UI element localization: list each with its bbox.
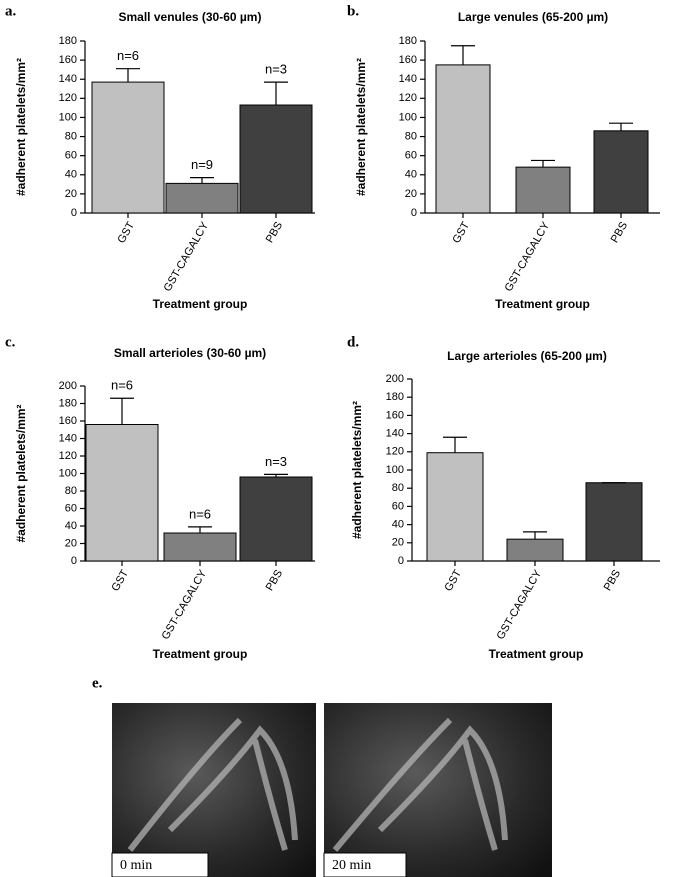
x-axis-label: Treatment group [153, 297, 248, 311]
annotation: n=6 [189, 506, 211, 521]
y-tick-label: 160 [386, 409, 404, 421]
annotation: n=3 [265, 62, 287, 77]
x-tick-label: GST [450, 220, 472, 246]
bar [239, 104, 313, 214]
x-tick-label: GST [109, 568, 131, 594]
y-tick-label: 180 [386, 391, 404, 403]
y-tick-label: 100 [399, 111, 417, 123]
y-tick-label: 80 [65, 130, 77, 142]
y-tick-label: 20 [65, 188, 77, 200]
bar [85, 424, 159, 562]
panel-label: b. [347, 3, 359, 19]
y-axis-label: #adherent platelets/mm² [14, 404, 28, 542]
y-tick-label: 120 [59, 92, 77, 104]
x-tick-label: PBS [609, 220, 630, 245]
y-tick-label: 0 [71, 207, 77, 219]
micrograph: 0 min [111, 703, 316, 877]
micrograph: 20 min [323, 703, 552, 877]
x-tick-label: GST-CAGALCY [160, 567, 210, 641]
x-tick-label: PBS [264, 568, 285, 593]
y-tick-label: 180 [59, 35, 77, 47]
x-axis-label: Treatment group [489, 647, 584, 661]
x-tick-label: GST [442, 568, 464, 594]
bar [435, 64, 491, 214]
y-tick-label: 160 [59, 415, 77, 427]
y-tick-label: 140 [386, 428, 404, 440]
y-tick-label: 160 [59, 54, 77, 66]
annotation: n=3 [265, 454, 287, 469]
y-tick-label: 100 [386, 464, 404, 476]
bar [426, 452, 484, 562]
y-tick-label: 120 [399, 92, 417, 104]
y-tick-label: 40 [405, 169, 417, 181]
bar [506, 538, 564, 562]
y-tick-label: 60 [392, 500, 404, 512]
bar [585, 482, 643, 562]
y-tick-label: 80 [65, 485, 77, 497]
bar [91, 81, 165, 214]
y-tick-label: 20 [405, 188, 417, 200]
x-tick-label: GST-CAGALCY [162, 219, 212, 293]
y-tick-label: 140 [399, 73, 417, 85]
y-tick-label: 40 [65, 520, 77, 532]
panel-label: e. [92, 675, 103, 691]
x-tick-label: PBS [602, 568, 623, 593]
x-tick-label: GST [115, 220, 137, 246]
y-axis-label: #adherent platelets/mm² [350, 401, 364, 539]
x-axis-label: Treatment group [495, 297, 590, 311]
x-axis-label: Treatment group [153, 647, 248, 661]
chart-title: Small arterioles (30-60 µm) [114, 346, 266, 360]
y-tick-label: 60 [405, 150, 417, 162]
y-tick-label: 80 [392, 482, 404, 494]
y-tick-label: 160 [399, 54, 417, 66]
y-tick-label: 80 [405, 130, 417, 142]
x-tick-label: PBS [264, 220, 285, 245]
bar [163, 532, 237, 562]
y-tick-label: 0 [398, 555, 404, 567]
chart-title: Small venules (30-60 µm) [119, 10, 262, 24]
y-tick-label: 200 [386, 373, 404, 385]
y-axis-label: #adherent platelets/mm² [14, 58, 28, 196]
annotation: n=6 [111, 378, 133, 393]
x-tick-label: GST-CAGALCY [503, 219, 553, 293]
y-tick-label: 40 [65, 169, 77, 181]
annotation: n=9 [191, 157, 213, 172]
bar [515, 166, 571, 214]
annotation: n=6 [117, 48, 139, 63]
chart-title: Large venules (65-200 µm) [458, 10, 608, 24]
chart-title: Large arterioles (65-200 µm) [447, 349, 607, 363]
panel-label: c. [5, 334, 16, 350]
y-axis-label: #adherent platelets/mm² [354, 58, 368, 196]
y-tick-label: 120 [386, 446, 404, 458]
bar [165, 182, 239, 214]
y-tick-label: 100 [59, 467, 77, 479]
y-tick-label: 180 [59, 397, 77, 409]
bar [239, 476, 313, 562]
y-tick-label: 180 [399, 35, 417, 47]
y-tick-label: 60 [65, 502, 77, 514]
panel-label: d. [347, 334, 359, 350]
y-tick-label: 60 [65, 150, 77, 162]
bar [593, 130, 649, 214]
y-tick-label: 0 [411, 207, 417, 219]
image-caption: 0 min [120, 858, 152, 873]
y-tick-label: 100 [59, 111, 77, 123]
y-tick-label: 140 [59, 73, 77, 85]
y-tick-label: 20 [392, 537, 404, 549]
y-tick-label: 20 [65, 537, 77, 549]
y-tick-label: 120 [59, 450, 77, 462]
panel-label: a. [5, 3, 17, 19]
image-caption: 20 min [332, 858, 371, 873]
y-tick-label: 140 [59, 432, 77, 444]
y-tick-label: 40 [392, 519, 404, 531]
x-tick-label: GST-CAGALCY [495, 567, 545, 641]
y-tick-label: 200 [59, 380, 77, 392]
y-tick-label: 0 [71, 555, 77, 567]
